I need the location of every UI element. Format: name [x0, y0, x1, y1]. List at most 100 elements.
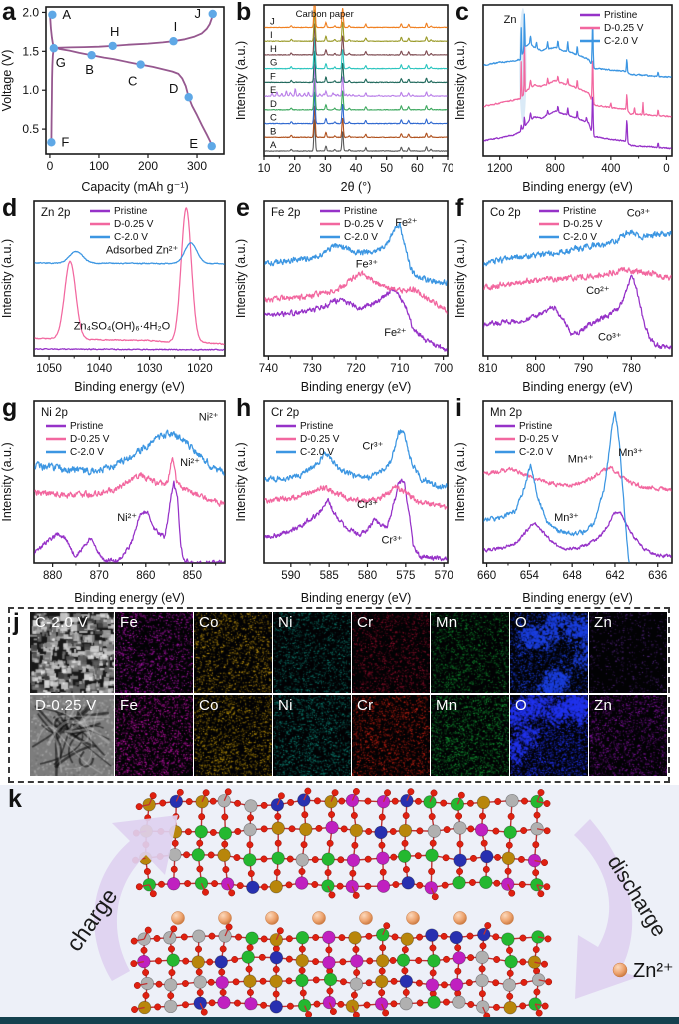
marker-label-J: J — [194, 6, 201, 21]
element-label-zn: Zn — [594, 614, 613, 631]
annotation-carbon-paper: Carbon paper — [296, 9, 354, 20]
y-axis-title: Voltage (V) — [0, 50, 14, 112]
annotation-2: Mn³⁺ — [554, 512, 579, 524]
zn-ion — [453, 911, 467, 925]
element-label-co: Co — [199, 697, 219, 714]
panel-title: Mn 2p — [490, 407, 522, 419]
x-tick-label: 636 — [648, 570, 667, 582]
legend-label: C-2.0 V — [300, 447, 334, 458]
marker-B — [87, 51, 96, 60]
x-axis: 740 730 720 710 700 — [259, 356, 453, 375]
x-tick-label: 780 — [622, 363, 641, 375]
x-axis-title: Binding energy (eV) — [301, 380, 411, 394]
x-tick-label: 648 — [563, 570, 582, 582]
x-axis: 10 20 30 40 50 60 70 — [258, 156, 454, 175]
xrd-curve-label-C: C — [270, 113, 277, 124]
x-axis: 880 870 860 850 — [43, 563, 217, 582]
element-label-ni: Ni — [278, 697, 293, 714]
zn-ion — [500, 911, 514, 925]
panel-letter-c: c — [455, 0, 469, 26]
series-C-2.0 V — [34, 242, 225, 265]
marker-label-B: B — [85, 62, 94, 77]
zn-ion — [312, 911, 326, 925]
element-label-co: Co — [199, 614, 219, 631]
series-C-2.0 V — [264, 429, 448, 490]
y-tick-label: 1.0 — [22, 83, 39, 97]
panel-title: Ni 2p — [41, 407, 68, 419]
marker-label-E: E — [189, 136, 198, 151]
panel-letter-d: d — [2, 194, 18, 222]
panel-letter-a: a — [2, 0, 16, 26]
series-D-0.25 V — [483, 33, 672, 118]
panel-letter-g: g — [2, 394, 18, 422]
panel-title: Cr 2p — [271, 407, 299, 419]
map-fe-d025: Fe — [115, 695, 193, 776]
plot-frame — [482, 400, 673, 564]
panel-e: e 740 730 720 710 700 Binding energy (eV) Inte… — [234, 196, 453, 396]
x-axis-title: Binding energy (eV) — [74, 380, 184, 394]
crystal-slab-discharged — [130, 922, 553, 1020]
marker-label-D: D — [169, 81, 178, 96]
element-label-mn: Mn — [436, 614, 458, 631]
zn-ion — [265, 911, 279, 925]
panel-letter-b: b — [236, 0, 252, 26]
chart-xps-fe2p: 740 730 720 710 700 Binding energy (eV) Intens… — [234, 200, 453, 394]
panel-letter-j: j — [13, 609, 20, 636]
series-D-0.25 V — [264, 484, 448, 510]
plot-frame — [33, 400, 226, 564]
y-axis-title: Intensity (a.u.) — [453, 239, 467, 318]
series-Pristine — [483, 274, 672, 350]
series-Pristine — [34, 347, 225, 351]
map-ni-d025: Ni — [273, 695, 351, 776]
marker-label-G: G — [56, 55, 66, 70]
annotation-0: Adsorbed Zn²⁺ — [106, 245, 179, 257]
x-tick-label: 654 — [520, 570, 540, 582]
legend-label: Pristine — [70, 421, 104, 432]
marker-H — [108, 41, 117, 51]
panel-h: h 590 585 580 575 570 Binding energy (eV) Inte… — [234, 394, 454, 607]
zn-ion — [171, 911, 185, 925]
map-fe-c20-image — [115, 612, 193, 693]
x-tick-label: 860 — [136, 570, 155, 582]
x-tick-label: 1050 — [36, 363, 62, 375]
x-tick-label: 1040 — [87, 363, 113, 375]
xrd-curve-C — [264, 91, 448, 125]
annotation-1: Zn₄SO₄(OH)₆·4H₂O — [74, 321, 171, 333]
x-tick-label: 575 — [396, 570, 415, 582]
y-axis-title: Intensity (a.u.) — [234, 239, 248, 318]
marker-label-C: C — [128, 74, 137, 89]
element-label-ni: Ni — [278, 614, 293, 631]
x-tick-label: 1020 — [187, 363, 213, 375]
annotation-0: Cr³⁺ — [362, 441, 383, 453]
legend: Pristine D-0.25 V C-2.0 V — [90, 206, 154, 243]
annotation-1: Co²⁺ — [586, 285, 610, 297]
element-label-fe: Fe — [120, 697, 139, 714]
panel-d: d 1050 1040 1030 1020 Binding energy (eV) Int… — [0, 196, 234, 396]
marker-C — [136, 60, 145, 69]
xrd-curve-label-G: G — [270, 58, 277, 69]
x-tick-label: 20 — [288, 163, 301, 175]
element-label-cr: Cr — [357, 614, 374, 631]
sem-c20: C-2.0 V — [30, 612, 114, 693]
x-tick-label: 800 — [526, 363, 545, 375]
x-tick-label: 790 — [574, 363, 593, 375]
plot-frame — [482, 200, 673, 357]
annotation-0: Co³⁺ — [627, 208, 651, 220]
legend: Pristine D-0.25 V C-2.0 V — [495, 421, 559, 458]
panel-title: Zn 2p — [41, 207, 70, 219]
x-tick-label: 0 — [47, 159, 54, 173]
series-D-0.25 V — [483, 266, 672, 291]
legend: Pristine D-0.25 V C-2.0 V — [320, 206, 384, 243]
legend-label: Pristine — [519, 421, 553, 432]
xrd-curve-label-D: D — [270, 99, 277, 110]
y-axis-title: Intensity (a.u.) — [453, 442, 467, 521]
xrd-curve-E — [264, 64, 448, 98]
legend-label: D-0.25 V — [114, 219, 154, 230]
sem-d025: D-0.25 V — [30, 695, 114, 776]
map-o-d025: O — [510, 695, 588, 776]
x-tick-label: 800 — [546, 163, 565, 175]
x-axis-title: Capacity (mAh g⁻¹) — [81, 180, 188, 194]
panel-letter-h: h — [236, 394, 252, 422]
